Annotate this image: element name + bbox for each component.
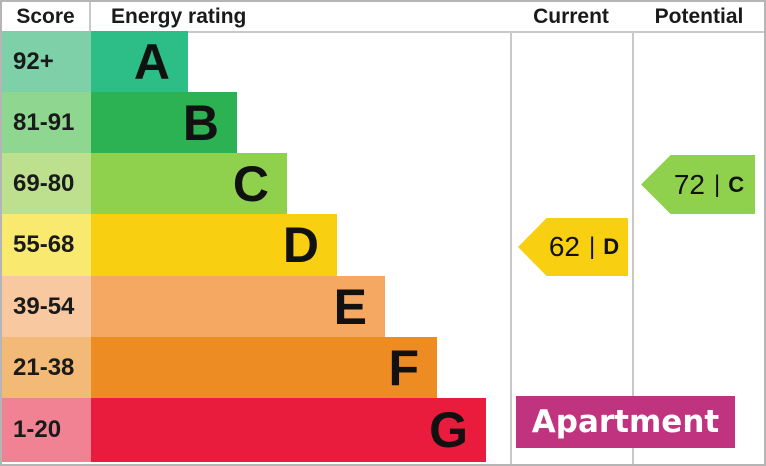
band-row-e: 39-54 E <box>2 276 510 337</box>
rating-bar-e: E <box>91 276 385 337</box>
score-range-e: 39-54 <box>2 276 91 337</box>
rating-bar-b: B <box>91 92 237 153</box>
potential-rating-separator: | <box>714 170 721 198</box>
band-letter-b: B <box>182 94 219 151</box>
score-range-b: 81-91 <box>2 92 91 153</box>
energy-rating-column-header: Energy rating <box>111 4 247 28</box>
rating-bar-d: D <box>91 214 337 276</box>
current-column-header: Current <box>533 4 609 28</box>
potential-column-header: Potential <box>654 4 744 28</box>
band-row-b: 81-91 B <box>2 92 510 153</box>
rating-bar-f: F <box>91 337 437 398</box>
potential-rating-arrow: 72 | C <box>641 155 755 214</box>
potential-rating-band: C <box>728 171 745 197</box>
current-rating-separator: | <box>589 233 596 260</box>
band-row-g: 1-20 G <box>2 398 510 462</box>
score-range-d: 55-68 <box>2 214 91 276</box>
band-letter-c: C <box>232 155 269 212</box>
property-type-badge: Apartment <box>516 396 735 448</box>
score-column-header: Score <box>2 2 91 31</box>
score-range-c: 69-80 <box>2 153 91 214</box>
rating-bar-c: C <box>91 153 287 214</box>
band-row-f: 21-38 F <box>2 337 510 398</box>
chart-header: Score Energy rating Current Potential <box>2 2 764 33</box>
potential-column-divider <box>632 2 634 464</box>
score-range-f: 21-38 <box>2 337 91 398</box>
band-letter-g: G <box>429 402 468 458</box>
current-rating-band: D <box>603 234 620 259</box>
band-row-a: 92+ A <box>2 31 510 92</box>
current-rating-value: 62 <box>548 231 581 262</box>
potential-rating-value: 72 <box>673 168 706 200</box>
score-range-g: 1-20 <box>2 398 91 462</box>
band-row-c: 69-80 C <box>2 153 510 214</box>
band-letter-a: A <box>133 33 170 90</box>
rating-bar-a: A <box>91 31 188 92</box>
rating-bar-g: G <box>91 398 486 462</box>
current-column-divider <box>510 2 512 464</box>
band-letter-f: F <box>388 339 419 396</box>
current-rating-arrow: 62 | D <box>518 218 628 276</box>
band-letter-d: D <box>282 217 319 273</box>
band-letter-e: E <box>333 278 367 335</box>
score-range-a: 92+ <box>2 31 91 92</box>
band-row-d: 55-68 D <box>2 214 510 276</box>
